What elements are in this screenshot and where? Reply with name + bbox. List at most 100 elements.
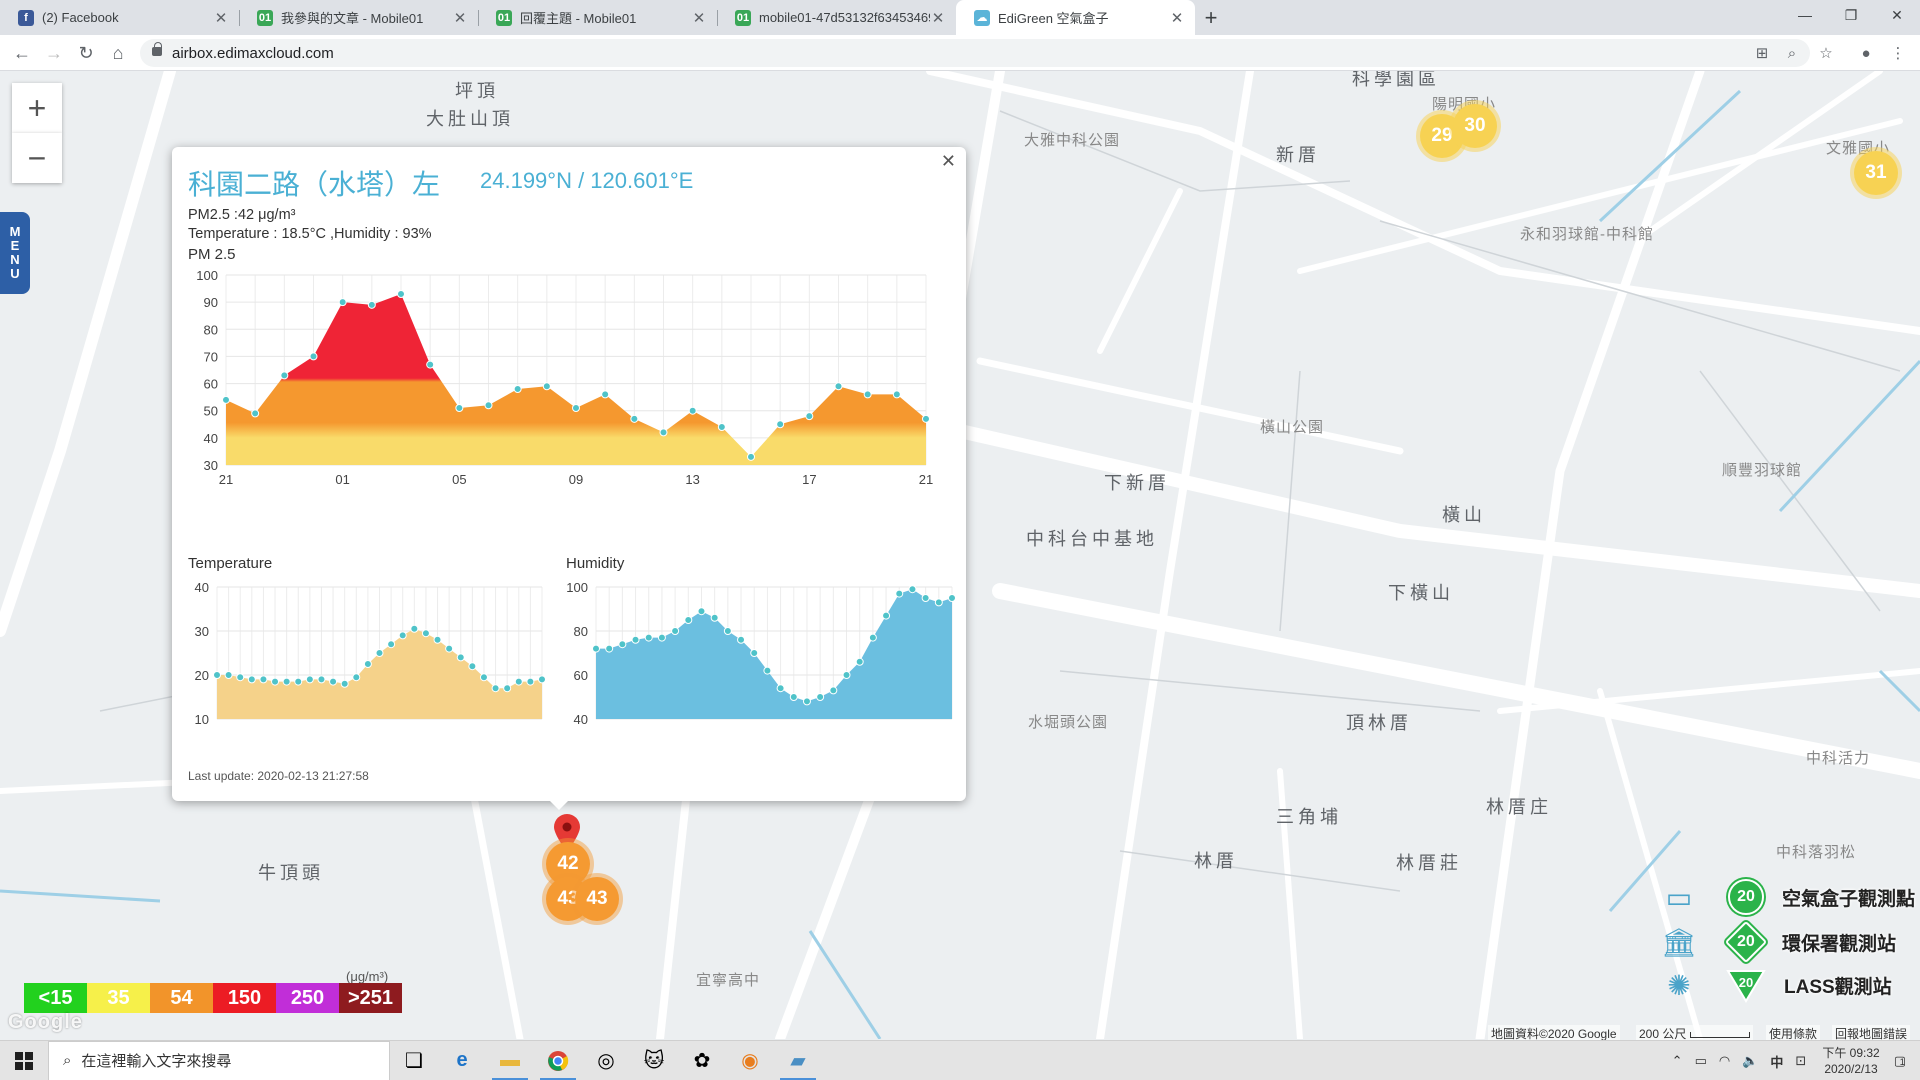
popup-pointer <box>547 798 571 810</box>
legend-airbox-stations[interactable]: ▭ 20 空氣盒子觀測點 <box>1658 879 1915 915</box>
home-icon[interactable]: ⌂ <box>112 42 124 63</box>
tab-facebook[interactable]: f (2) Facebook ✕ <box>0 0 239 35</box>
map-label: 宜寧高中 <box>696 972 761 989</box>
data-point <box>895 589 904 598</box>
y-tick-label: 70 <box>204 349 218 364</box>
zoom-icon[interactable]: ⌕ <box>1787 44 1797 62</box>
battery-icon[interactable]: ▭ <box>1694 1053 1707 1068</box>
pm25-chart-title: PM 2.5 <box>188 246 236 263</box>
chrome-icon[interactable] <box>534 1041 582 1080</box>
map-label: 水堀頭公園 <box>1028 714 1109 731</box>
app-icon[interactable]: ◎ <box>597 1050 615 1072</box>
network-icon[interactable]: ◠ <box>1718 1053 1731 1068</box>
maximize-icon[interactable]: ❐ <box>1844 6 1858 23</box>
chevron-up-icon[interactable]: ⌃ <box>1671 1053 1683 1068</box>
data-point <box>375 649 384 657</box>
edigreen-icon: ☁ <box>974 9 990 26</box>
data-point <box>455 404 464 412</box>
airbox-cluster-marker[interactable]: 30 <box>1453 104 1497 148</box>
data-point <box>526 677 535 686</box>
tab-mobile01-reply[interactable]: 01 回覆主題 - Mobile01 ✕ <box>478 0 717 35</box>
menu-button[interactable]: M E N U <box>0 212 30 294</box>
data-point <box>456 653 465 662</box>
data-point <box>763 666 772 675</box>
data-point <box>271 677 280 686</box>
menu-kebab-icon[interactable]: ⋮ <box>1890 45 1906 62</box>
back-icon[interactable]: ← <box>13 42 31 63</box>
edge-browser-icon[interactable]: e <box>456 1049 468 1071</box>
data-point <box>224 671 233 679</box>
legend-epa-stations[interactable]: 🏛 20 環保署觀測站 <box>1658 920 1896 964</box>
report-map-error-link[interactable]: 回報地圖錯誤 <box>1832 1025 1911 1042</box>
data-point <box>513 385 522 393</box>
app-icon[interactable]: ✿ <box>693 1050 711 1072</box>
tab-mobile01-articles[interactable]: 01 我參與的文章 - Mobile01 ✕ <box>239 0 478 35</box>
close-icon[interactable]: ✕ <box>940 151 956 171</box>
map-label: 頂林厝 <box>1346 713 1412 733</box>
data-point <box>592 644 600 653</box>
station-badge: 20 <box>1726 967 1766 1003</box>
task-view-icon[interactable]: ❏ <box>405 1050 423 1072</box>
last-update: Last update: 2020-02-13 21:27:58 <box>188 769 369 783</box>
ime-mode-icon[interactable]: ⊡ <box>1795 1053 1807 1068</box>
app-icon[interactable]: ▰ <box>774 1041 822 1080</box>
map-label: 牛頂頭 <box>258 863 324 883</box>
terms-link[interactable]: 使用條款 <box>1766 1025 1821 1042</box>
legend-lass-stations[interactable]: ✺ 20 LASS觀測站 <box>1658 967 1892 1003</box>
data-point <box>750 649 759 657</box>
bookmark-star-icon[interactable]: ☆ <box>1819 45 1833 62</box>
zoom-out-button[interactable]: − <box>12 133 62 183</box>
blender-icon[interactable]: ◉ <box>741 1050 759 1072</box>
close-icon[interactable]: ✕ <box>692 9 706 27</box>
airbox-cluster-marker[interactable]: 43 <box>575 877 619 921</box>
data-point <box>305 675 314 684</box>
tab-title: 回覆主題 - Mobile01 <box>520 11 637 26</box>
data-point <box>834 382 843 391</box>
data-point <box>688 406 697 415</box>
aqi-segment: 150 <box>213 983 276 1013</box>
volume-icon[interactable]: 🔈 <box>1742 1053 1759 1068</box>
clock[interactable]: 下午 09:32 2020/2/13 <box>1822 1046 1880 1076</box>
data-point <box>802 697 811 706</box>
zoom-in-button[interactable]: + <box>12 83 62 133</box>
data-point <box>829 686 838 695</box>
ime-indicator[interactable]: 中 <box>1770 1054 1784 1070</box>
x-tick-label: 17 <box>802 472 816 487</box>
legend-label: LASS觀測站 <box>1784 976 1892 998</box>
forward-icon[interactable]: → <box>45 42 63 63</box>
minimize-icon[interactable]: — <box>1798 7 1812 23</box>
window-close-icon[interactable]: ✕ <box>1891 6 1903 23</box>
address-bar[interactable]: airbox.edimaxcloud.com <box>140 39 1810 67</box>
close-icon[interactable]: ✕ <box>1170 9 1184 27</box>
government-building-icon: 🏛 <box>1661 926 1697 958</box>
data-point <box>863 390 872 399</box>
data-point <box>468 662 477 671</box>
new-tab-button[interactable]: + <box>1204 4 1218 30</box>
data-point <box>426 360 435 369</box>
y-tick-label: 100 <box>196 268 218 283</box>
tab-edigreen[interactable]: ☁ EdiGreen 空氣盒子 ✕ <box>956 0 1195 35</box>
close-icon[interactable]: ✕ <box>931 9 945 27</box>
windows-logo-icon <box>15 1051 33 1070</box>
tab-mobile01-image[interactable]: 01 mobile01-47d53132f63453469 ✕ <box>717 0 956 35</box>
translate-icon[interactable]: ⊞ <box>1755 45 1769 62</box>
windows-start-button[interactable] <box>0 1041 48 1080</box>
data-point <box>514 677 523 686</box>
close-icon[interactable]: ✕ <box>453 9 467 27</box>
map-label: 大雅中科公園 <box>1024 132 1121 149</box>
station-info-popup: ✕ 科園二路（水塔）左 24.199°N / 120.601°E PM2.5 :… <box>172 147 966 801</box>
y-tick-label: 80 <box>574 624 588 639</box>
notification-icon[interactable]: ▢ 1 <box>1893 1053 1906 1068</box>
taskbar-search-input[interactable]: ⌕ 在這裡輸入文字來搜尋 <box>48 1040 390 1080</box>
close-icon[interactable]: ✕ <box>214 9 228 27</box>
file-explorer-icon[interactable]: ▬ <box>486 1041 534 1080</box>
profile-icon[interactable]: ● <box>1861 44 1871 62</box>
y-tick-label: 30 <box>204 458 218 473</box>
reload-icon[interactable]: ↻ <box>78 42 94 63</box>
data-point <box>948 594 956 602</box>
airbox-cluster-marker[interactable]: 31 <box>1854 151 1898 195</box>
data-point <box>805 412 814 421</box>
app-icon[interactable]: 🐱 <box>643 1050 665 1072</box>
data-point <box>410 624 419 633</box>
data-point <box>542 382 551 391</box>
